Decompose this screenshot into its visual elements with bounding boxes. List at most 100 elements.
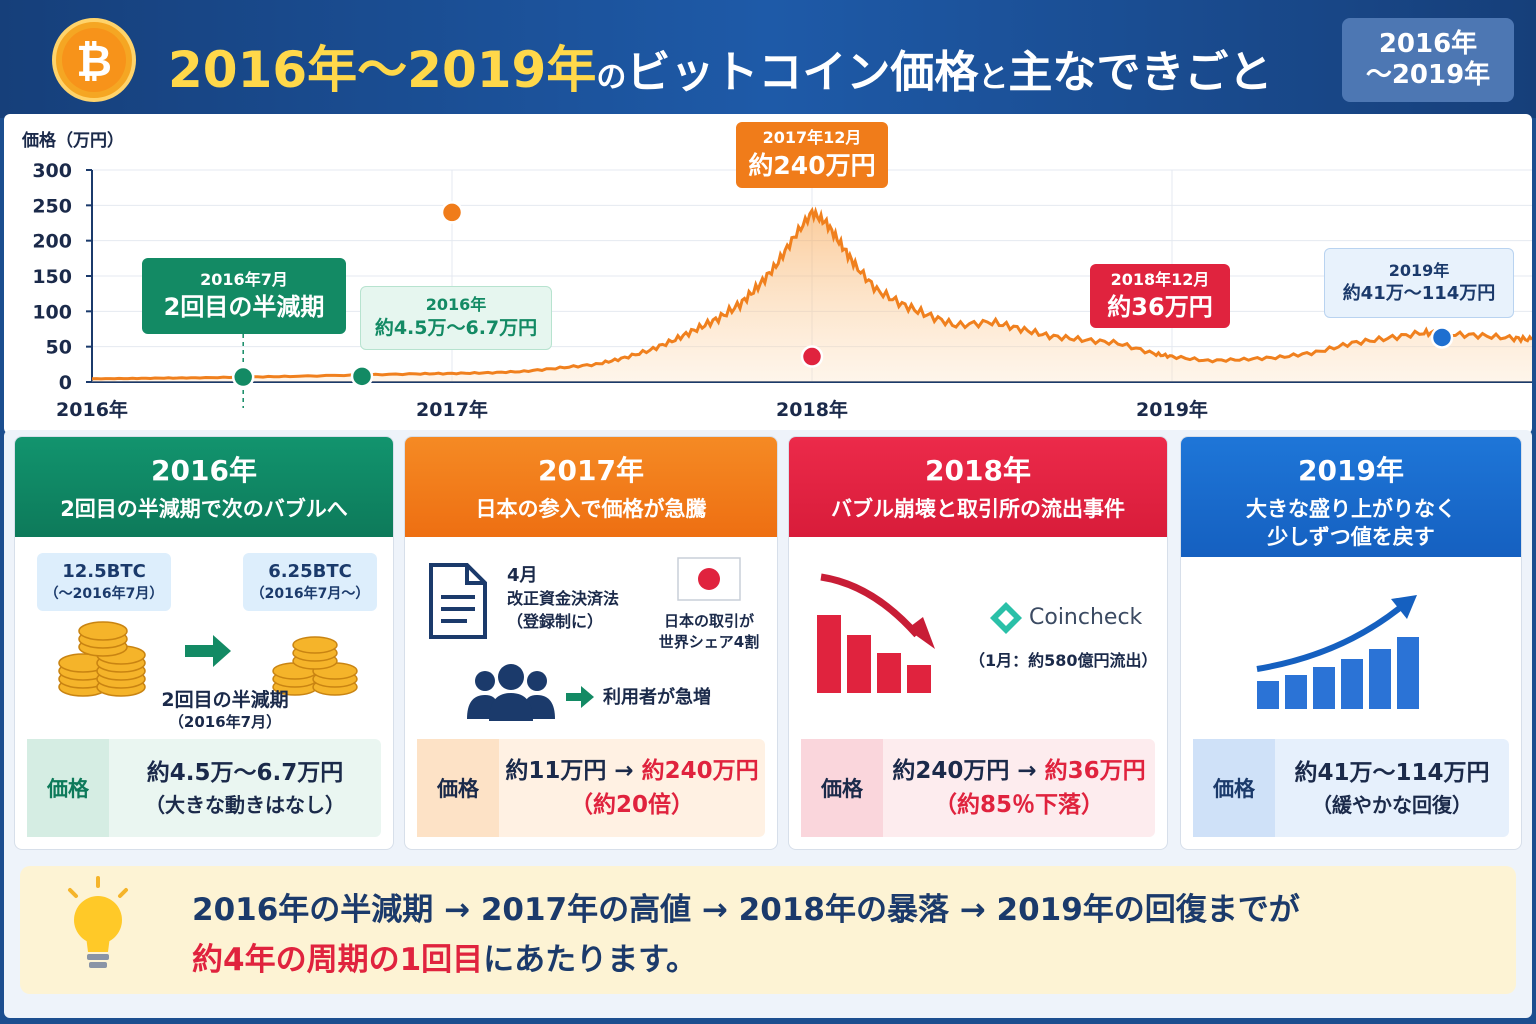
period-line1: 2016年 [1378,28,1478,59]
falling-bars-icon [817,573,935,693]
y-axis-label: 価格（万円） [21,130,124,151]
reward-before: 12.5BTC （〜2016年7月） [37,553,171,611]
summary-line2: 約4年の周期の1回目にあたります。 [192,934,697,979]
card-2017-year: 2017年 [538,454,644,487]
card-2018-price-to: 約36万円 [1044,757,1146,784]
card-2019-year: 2019年 [1298,454,1404,487]
period-badge: 2016年 〜2019年 [1342,18,1514,102]
document-icon [429,563,487,639]
y-tick-label: 200 [32,231,72,253]
card-2017-price-to: 約240万円 [641,757,759,784]
card-2017-price-line2: （約20倍） [569,792,694,818]
card-2017-price-text: 約11万円 → 約240万円 （約20倍） [499,739,765,837]
law-month: 4月 [507,565,538,586]
y-tick-label: 300 [32,160,72,182]
card-2019-price-line1: 約41万〜114万円 [1294,759,1490,786]
card-2018-year: 2018年 [925,454,1031,487]
summary-box: 2016年の半減期 → 2017年の高値 → 2018年の暴落 → 2019年の… [20,866,1516,994]
card-2017-subtitle: 日本の参入で価格が急騰 [475,497,707,521]
card-2017-price-line1: 約11万円 → 約240万円 [505,754,758,789]
page-title: 2016年 〜 2019年 の ビットコイン価格 と 主なできごと [168,30,1272,99]
y-tick-label: 100 [32,301,72,323]
title-no: の [596,60,627,95]
law-note: （登録制に） [507,611,604,631]
annotation-halving: 2016年7月 2回目の半減期 [142,258,346,334]
card-2016-price-label: 価格 [27,739,109,837]
card-2016-price-line1: 約4.5万〜6.7万円 [146,759,344,786]
annotation-2018-line2: 約36万円 [1107,292,1213,321]
annotation-2018-line1: 2018年12月 [1110,270,1210,289]
coincheck-logo-icon [990,602,1022,634]
bitcoin-icon: ₿ [52,18,136,102]
card-2016-subtitle: 2回目の半減期で次のバブルへ [60,497,348,521]
users-surge: 利用者が急増 [603,687,711,708]
card-2019-subtitle-1: 大きな盛り上がりなく [1246,497,1456,521]
card-2018-price-from: 約240万円 → [892,757,1045,784]
period-line2: 〜2019年 [1365,60,1491,90]
annotation-2016-line1: 2016年 [425,295,487,315]
svg-text:₿: ₿ [76,36,112,87]
japan-share-line2: 世界シェア4割 [658,633,760,651]
coin-stack-icon [58,621,146,697]
header: ₿ 2016年 〜 2019年 の ビットコイン価格 と 主なできごと 2016… [0,0,1536,118]
users-icon [467,664,555,721]
card-2019-price-line2: （緩やかな回復） [1312,793,1472,818]
y-tick-label: 150 [32,266,72,288]
annotation-peak-line1: 2017年12月 [762,128,862,148]
exchange-note: （1月：約580億円流出） [969,651,1158,670]
rising-bars-icon [1256,595,1419,709]
halving-caption: 2回目の半減期 （2016年7月） [125,689,325,732]
annotation-2018-low: 2018年12月 約36万円 [1090,264,1230,328]
card-2016-price-text: 約4.5万〜6.7万円 （大きな動きはなし） [109,739,381,837]
chart-marker [1430,326,1454,349]
card-2018-subtitle: バブル崩壊と取引所の流出事件 [831,497,1125,521]
annotation-2019-line1: 2019年 [1388,261,1450,281]
chart-marker [350,365,374,388]
exchange-name: Coincheck [1029,605,1143,630]
card-2019-price-label: 価格 [1193,739,1275,837]
y-tick-label: 250 [32,195,72,217]
card-2016-year: 2016年 [151,454,257,487]
summary-line1: 2016年の半減期 → 2017年の高値 → 2018年の暴落 → 2019年の… [192,892,1300,928]
card-2017-price: 価格 約11万円 → 約240万円 （約20倍） [417,739,765,837]
chart-marker [231,365,255,389]
card-2017-header: 2017年 日本の参入で価格が急騰 [405,437,777,537]
card-2018-price-line2: （約85％下落） [933,792,1104,818]
card-2019: 2019年 大きな盛り上がりなく 少しずつ値を戻す 価格 約41万〜114万円 … [1180,436,1522,850]
card-2018-price-line1: 約240万円 → 約36万円 [892,754,1145,789]
card-2018-price-text: 約240万円 → 約36万円 （約85％下落） [883,739,1155,837]
reward-before-value: 12.5BTC [62,561,146,583]
annotation-2016-price: 2016年 約4.5万〜6.7万円 [360,286,552,350]
arrow-right-icon [566,686,594,708]
coin-stack-small-icon [272,636,358,696]
price-area [92,210,1532,382]
title-to: と [978,60,1009,95]
x-tick-label: 2018年 [776,398,848,421]
card-2018: 2018年 バブル崩壊と取引所の流出事件 Coincheck （1月：約580億… [788,436,1168,850]
x-tick-label: 2019年 [1136,398,1208,421]
card-2019-header: 2019年 大きな盛り上がりなく 少しずつ値を戻す [1181,437,1521,557]
card-2018-price: 価格 約240万円 → 約36万円 （約85％下落） [801,739,1155,837]
card-2017: 2017年 日本の参入で価格が急騰 4月 改正資金決済法 （登録制に） 日本の取… [404,436,778,850]
halving-caption-text: 2回目の半減期 [161,689,289,711]
reward-after-value: 6.25BTC [268,561,352,583]
annotation-2016-line2: 約4.5万〜6.7万円 [374,316,538,339]
price-chart-panel: 0 50 100 150 200 250 300 2016年 2017年 2018年 2019年 価… [4,114,1532,434]
annotation-2019-range: 2019年 約41万〜114万円 [1324,248,1514,318]
chart-marker [800,345,824,368]
card-2016: 2016年 2回目の半減期で次のバブルへ 12.5BTC （〜2016年7月） … [14,436,394,850]
japan-share: 日本の取引が 世界シェア4割 [651,611,767,653]
card-2016-price-line2: （大きな動きはなし） [145,793,345,818]
title-main: ビットコイン価格 [626,47,979,98]
card-2017-price-label: 価格 [417,739,499,837]
annotation-peak: 2017年12月 約240万円 [736,122,888,188]
card-2018-header: 2018年 バブル崩壊と取引所の流出事件 [789,437,1167,537]
card-2018-price-label: 価格 [801,739,883,837]
annotation-2019-line2: 約41万〜114万円 [1342,282,1496,304]
card-2019-price-text: 約41万〜114万円 （緩やかな回復） [1275,739,1509,837]
summary-highlight: 約4年の周期の1回目 [192,942,484,978]
annotation-peak-line2: 約240万円 [748,150,876,180]
card-2016-price: 価格 約4.5万〜6.7万円 （大きな動きはなし） [27,739,381,837]
reward-before-note: （〜2016年7月） [44,585,164,602]
summary-rest: にあたります。 [483,942,698,978]
